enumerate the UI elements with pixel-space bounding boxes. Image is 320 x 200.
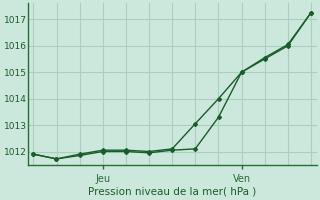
X-axis label: Pression niveau de la mer( hPa ): Pression niveau de la mer( hPa ) (88, 187, 256, 197)
